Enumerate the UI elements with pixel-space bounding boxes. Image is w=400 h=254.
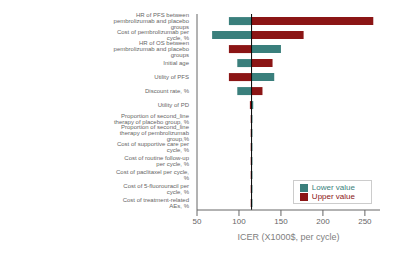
svg-text:Proportion of second_linethera: Proportion of second_linetherapy of pemb… [120, 124, 190, 142]
svg-text:150: 150 [274, 217, 288, 226]
svg-text:50: 50 [193, 217, 202, 226]
svg-text:Cost of treatment-relatedAEs,: Cost of treatment-relatedAEs, % [123, 197, 190, 209]
svg-text:Discount rate, %: Discount rate, % [145, 88, 190, 94]
html-text:Upper value: Upper value [311, 192, 355, 201]
svg-text:HR of PFS betweenpembrolizumab: HR of PFS betweenpembrolizumab and place… [114, 12, 190, 30]
svg-text:Cost of paclitaxel per cycle,%: Cost of paclitaxel per cycle,% [116, 169, 190, 181]
svg-text:Utility of PFS: Utility of PFS [154, 74, 189, 80]
html-text:Lower value: Lower value [311, 183, 355, 192]
svg-text:250: 250 [358, 217, 372, 226]
html-text:Cost of pembrolizumab per: Cost of pembrolizumab per [117, 29, 189, 36]
svg-text:Cost of supportive care percyc: Cost of supportive care percycle, % [117, 141, 190, 153]
html-text:Proportion of second_line: Proportion of second_line [121, 113, 189, 120]
svg-text:HR of OS betweenpembrolizumab: HR of OS betweenpembrolizumab and placeb… [114, 40, 190, 58]
svg-text:ICER (X1000$, per cycle): ICER (X1000$, per cycle) [237, 232, 339, 242]
html-text:cycle, %: cycle, % [166, 35, 189, 42]
svg-text:100: 100 [232, 217, 246, 226]
svg-text:Cost of 5-fluorouracil percycl: Cost of 5-fluorouracil percycle, % [123, 183, 189, 195]
svg-text:Utility of PD: Utility of PD [158, 102, 190, 108]
svg-text:200: 200 [316, 217, 330, 226]
svg-text:Initial age: Initial age [163, 60, 189, 66]
html-text:therapy of placebo group, %: therapy of placebo group, % [113, 119, 189, 126]
svg-text:Cost of routine follow-upper c: Cost of routine follow-upper cycle, % [124, 155, 189, 167]
